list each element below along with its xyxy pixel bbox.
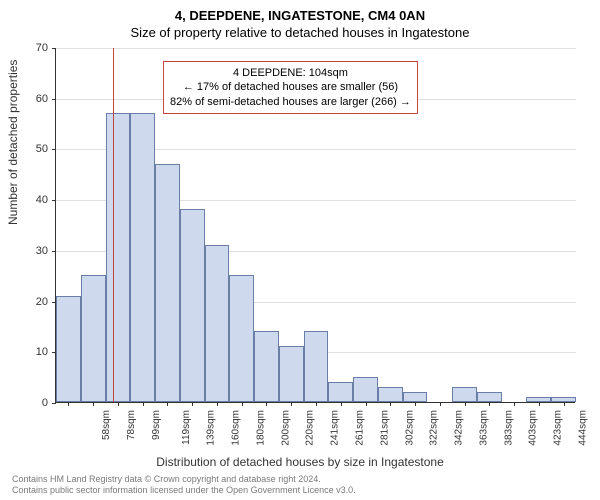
xtick-label: 261sqm — [355, 410, 366, 446]
xtick-mark — [68, 402, 69, 406]
x-axis-label: Distribution of detached houses by size … — [0, 455, 600, 469]
xtick-mark — [514, 402, 515, 406]
xtick-label: 444sqm — [577, 410, 588, 446]
plot-area: 4 DEEPDENE: 104sqm ← 17% of detached hou… — [55, 48, 575, 403]
ytick-label: 10 — [8, 346, 48, 358]
histogram-bar — [353, 377, 378, 402]
xtick-mark — [118, 402, 119, 406]
xtick-label: 383sqm — [503, 410, 514, 446]
ytick-label: 30 — [8, 245, 48, 257]
xtick-label: 241sqm — [330, 410, 341, 446]
property-marker-line — [113, 48, 114, 402]
xtick-mark — [291, 402, 292, 406]
ytick-label: 40 — [8, 194, 48, 206]
xtick-mark — [167, 402, 168, 406]
histogram-bar — [81, 275, 106, 402]
xtick-mark — [489, 402, 490, 406]
xtick-mark — [242, 402, 243, 406]
histogram-bar — [229, 275, 254, 402]
xtick-label: 403sqm — [528, 410, 539, 446]
xtick-label: 160sqm — [231, 410, 242, 446]
ytick-label: 50 — [8, 143, 48, 155]
xtick-label: 99sqm — [151, 410, 162, 440]
xtick-mark — [217, 402, 218, 406]
ytick-label: 60 — [8, 93, 48, 105]
gridline — [56, 48, 576, 49]
xtick-mark — [415, 402, 416, 406]
histogram-bar — [403, 392, 428, 402]
chart-title-subtitle: Size of property relative to detached ho… — [0, 23, 600, 44]
xtick-label: 78sqm — [126, 410, 137, 440]
ytick-label: 70 — [8, 42, 48, 54]
xtick-label: 139sqm — [206, 410, 217, 446]
xtick-mark — [192, 402, 193, 406]
xtick-mark — [316, 402, 317, 406]
histogram-bar — [378, 387, 403, 402]
ytick-mark — [52, 149, 56, 150]
histogram-bar — [56, 296, 81, 403]
ytick-mark — [52, 251, 56, 252]
histogram-bar — [328, 382, 353, 402]
histogram-bar — [155, 164, 180, 402]
xtick-label: 423sqm — [553, 410, 564, 446]
ytick-label: 20 — [8, 296, 48, 308]
histogram-bar — [254, 331, 279, 402]
xtick-label: 302sqm — [404, 410, 415, 446]
attribution-footer: Contains HM Land Registry data © Crown c… — [12, 474, 356, 497]
histogram-bar — [205, 245, 230, 402]
xtick-label: 363sqm — [478, 410, 489, 446]
xtick-label: 342sqm — [454, 410, 465, 446]
ytick-label: 0 — [8, 397, 48, 409]
histogram-bar — [130, 113, 155, 402]
xtick-mark — [390, 402, 391, 406]
xtick-label: 58sqm — [101, 410, 112, 440]
info-line-smaller: ← 17% of detached houses are smaller (56… — [170, 80, 411, 94]
ytick-mark — [52, 99, 56, 100]
xtick-label: 322sqm — [429, 410, 440, 446]
histogram-bar — [279, 346, 304, 402]
xtick-mark — [465, 402, 466, 406]
info-line-larger: 82% of semi-detached houses are larger (… — [170, 95, 411, 109]
xtick-mark — [440, 402, 441, 406]
histogram-bar — [304, 331, 329, 402]
xtick-label: 180sqm — [256, 410, 267, 446]
footer-line-2: Contains public sector information licen… — [12, 485, 356, 496]
chart-title-address: 4, DEEPDENE, INGATESTONE, CM4 0AN — [0, 0, 600, 23]
xtick-label: 119sqm — [181, 410, 192, 445]
info-callout-box: 4 DEEPDENE: 104sqm ← 17% of detached hou… — [163, 61, 418, 114]
histogram-bar — [180, 209, 205, 402]
xtick-mark — [266, 402, 267, 406]
ytick-mark — [52, 200, 56, 201]
xtick-label: 200sqm — [280, 410, 291, 446]
xtick-mark — [341, 402, 342, 406]
histogram-bar — [477, 392, 502, 402]
info-line-property: 4 DEEPDENE: 104sqm — [170, 66, 411, 80]
ytick-mark — [52, 48, 56, 49]
xtick-mark — [564, 402, 565, 406]
histogram-bar — [452, 387, 477, 402]
histogram-bar — [106, 113, 131, 402]
xtick-mark — [366, 402, 367, 406]
xtick-mark — [539, 402, 540, 406]
footer-line-1: Contains HM Land Registry data © Crown c… — [12, 474, 356, 485]
ytick-mark — [52, 403, 56, 404]
xtick-label: 281sqm — [379, 410, 390, 446]
xtick-label: 220sqm — [305, 410, 316, 446]
xtick-mark — [143, 402, 144, 406]
xtick-mark — [93, 402, 94, 406]
